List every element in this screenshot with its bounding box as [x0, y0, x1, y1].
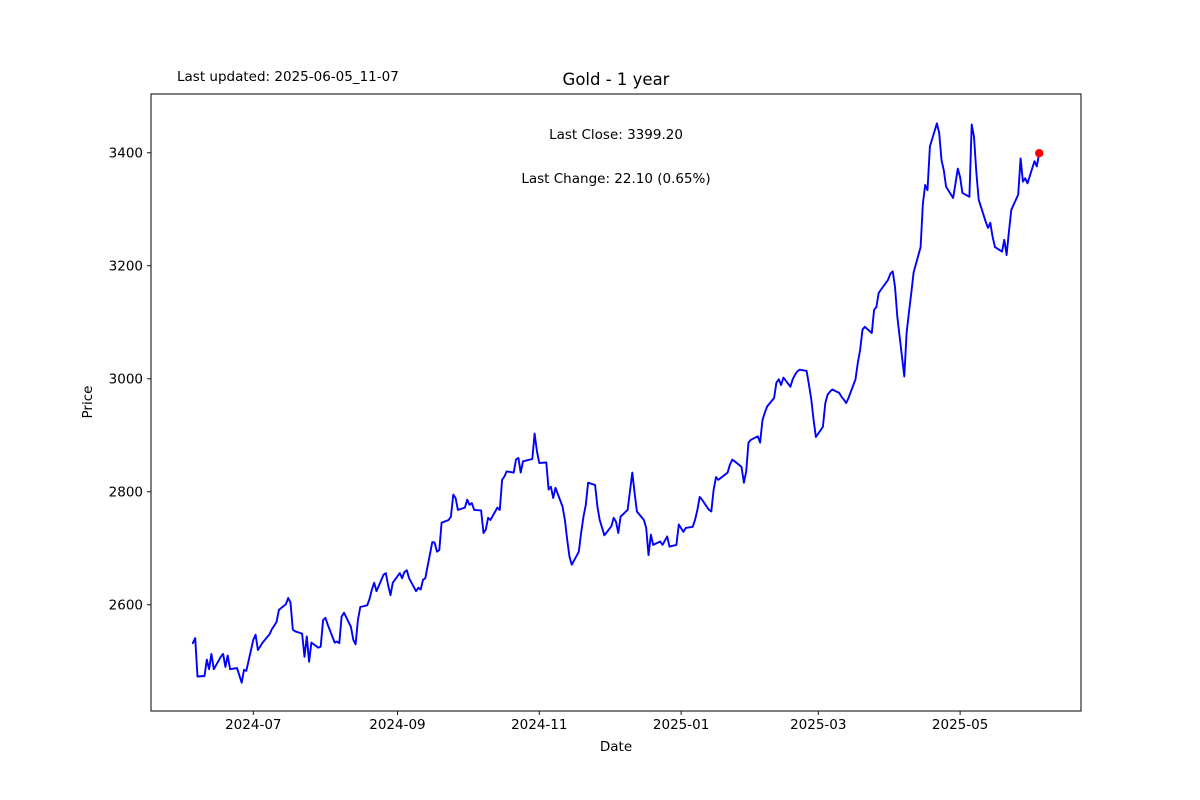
y-tick-label: 3200: [109, 258, 143, 274]
y-tick-label: 2800: [109, 484, 143, 500]
last-price-marker: [1035, 149, 1044, 158]
last-updated-text: Last updated: 2025-06-05_11-07: [177, 69, 399, 85]
x-tick-label: 2025-05: [932, 717, 988, 733]
x-tick-label: 2024-07: [225, 717, 281, 733]
plot-area: [150, 93, 1082, 712]
x-tick-label: 2024-09: [369, 717, 425, 733]
x-axis-ticks: 2024-07 2024-09 2024-11 2025-01 2025-03 2025-…: [225, 711, 988, 733]
x-tick-label: 2024-11: [511, 717, 567, 733]
last-close-annotation: Last Close: 3399.20 Last Change: 22.10 (…: [151, 99, 1081, 216]
y-tick-label: 3000: [109, 371, 143, 387]
y-axis-ticks: 2600 2800 3000 3200 3400: [109, 145, 151, 613]
last-close-line: Last Close: 3399.20: [549, 127, 683, 144]
last-change-line: Last Change: 22.10 (0.65%): [521, 170, 711, 187]
page-title: Gold - 1 year: [562, 70, 670, 89]
price-line: [191, 122, 1041, 684]
x-tick-label: 2025-03: [790, 717, 846, 733]
x-axis-label: Date: [599, 739, 633, 755]
y-axis-label: Price: [80, 385, 96, 419]
y-tick-label: 2600: [109, 597, 143, 613]
y-tick-label: 3400: [109, 145, 143, 161]
x-tick-label: 2025-01: [653, 717, 709, 733]
